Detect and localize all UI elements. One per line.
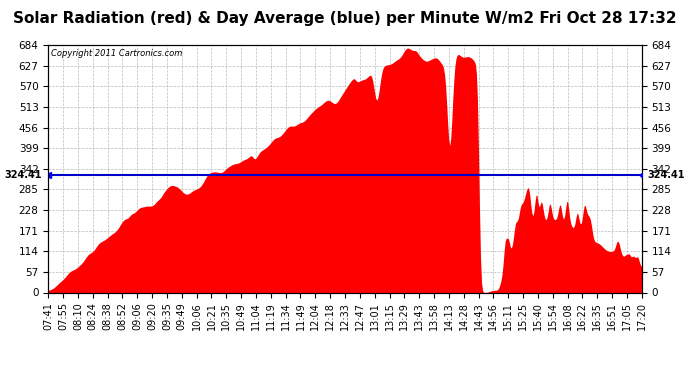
Text: Copyright 2011 Cartronics.com: Copyright 2011 Cartronics.com [51,49,183,58]
Text: Solar Radiation (red) & Day Average (blue) per Minute W/m2 Fri Oct 28 17:32: Solar Radiation (red) & Day Average (blu… [13,11,677,26]
Text: 324.41: 324.41 [5,170,42,180]
Text: 324.41: 324.41 [648,170,685,180]
